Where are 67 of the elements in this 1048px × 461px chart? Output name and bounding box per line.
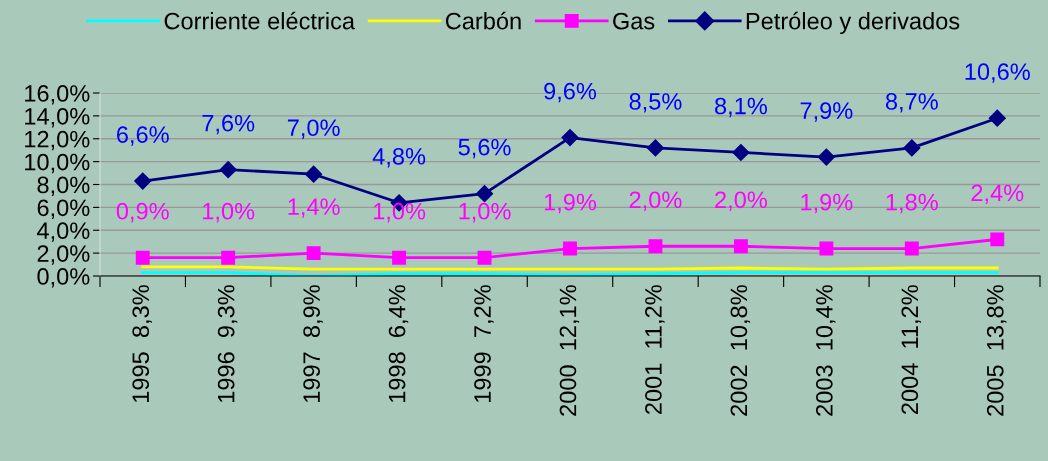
x-tick-label: 1997 8,9% [303, 285, 323, 402]
point [475, 185, 494, 203]
point [306, 246, 321, 261]
y-tick-label: 12,0% [25, 130, 90, 151]
annotation: 4,8% [372, 147, 426, 168]
x-tick-label: 2000 12,1% [559, 285, 580, 416]
annotation: 1,9% [544, 193, 597, 214]
point [990, 232, 1005, 247]
annotation: 8,7% [885, 93, 938, 113]
annotation: 8,1% [715, 97, 767, 118]
point [646, 139, 665, 157]
annotation: 9,6% [544, 82, 597, 103]
x-tick-label: 2001 11,2% [645, 285, 665, 414]
x-tick-label: 1999 7,2% [474, 285, 494, 402]
x-tick-label: 2002 10,8% [730, 285, 751, 416]
x-tick-label: 2005 13,8% [986, 285, 1007, 416]
annotation: 7,6% [202, 114, 255, 135]
point [563, 241, 577, 256]
point [135, 250, 150, 265]
annotation: 1,0% [459, 202, 511, 223]
text: 10,6% [965, 63, 1030, 83]
legend-label: Carbón [445, 11, 521, 30]
point [903, 139, 921, 157]
annotation: 1,9% [801, 193, 853, 214]
x-tick-label: 1996 9,3% [217, 285, 238, 402]
legend-label: Corriente eléctrica [164, 11, 356, 30]
y-tick-label: 16,0% [25, 85, 90, 105]
y-tick-label: 2,0% [37, 245, 90, 265]
y-tick-label: 6,0% [37, 199, 90, 219]
point [819, 241, 834, 256]
point [219, 161, 237, 179]
point [733, 239, 748, 254]
annotation: 0,9% [116, 202, 169, 223]
x-tick-label: 2003 10,4% [815, 285, 836, 416]
legend-label: Gas [613, 12, 655, 30]
point [817, 148, 835, 166]
x-tick-label: 1998 6,4% [388, 285, 409, 402]
point [392, 250, 407, 265]
annotation: 1,8% [886, 193, 938, 214]
legend-label: Petróleo y derivados [746, 11, 960, 35]
annotation: 2,0% [715, 191, 767, 211]
annotation: 5,6% [458, 138, 511, 159]
annotation: 1,0% [373, 202, 426, 223]
y-tick-label: 10,0% [25, 153, 90, 174]
point [732, 143, 750, 162]
x-tick-label: 2004 11,2% [901, 285, 921, 414]
annotation: 7,9% [800, 102, 853, 122]
annotation: 7,0% [287, 119, 340, 139]
y-tick-label: 0,0% [37, 268, 90, 288]
point [221, 250, 236, 265]
y-tick-label: 4,0% [37, 222, 90, 242]
point [561, 129, 579, 147]
annotation: 6,6% [117, 126, 169, 146]
y-tick-label: 8,0% [37, 176, 90, 197]
annotation: 1,0% [203, 202, 255, 223]
point [648, 239, 663, 254]
annotation: 8,5% [629, 93, 682, 113]
annotation: 2,0% [629, 191, 682, 211]
annotation: 2,4% [971, 184, 1024, 205]
point [988, 109, 1006, 127]
y-tick-label: 14,0% [25, 107, 90, 128]
point [134, 172, 152, 190]
point [305, 165, 323, 183]
annotation: 1,4% [288, 198, 340, 218]
point [904, 241, 919, 256]
point [477, 250, 492, 265]
x-tick-label: 1995 8,3% [132, 285, 152, 402]
